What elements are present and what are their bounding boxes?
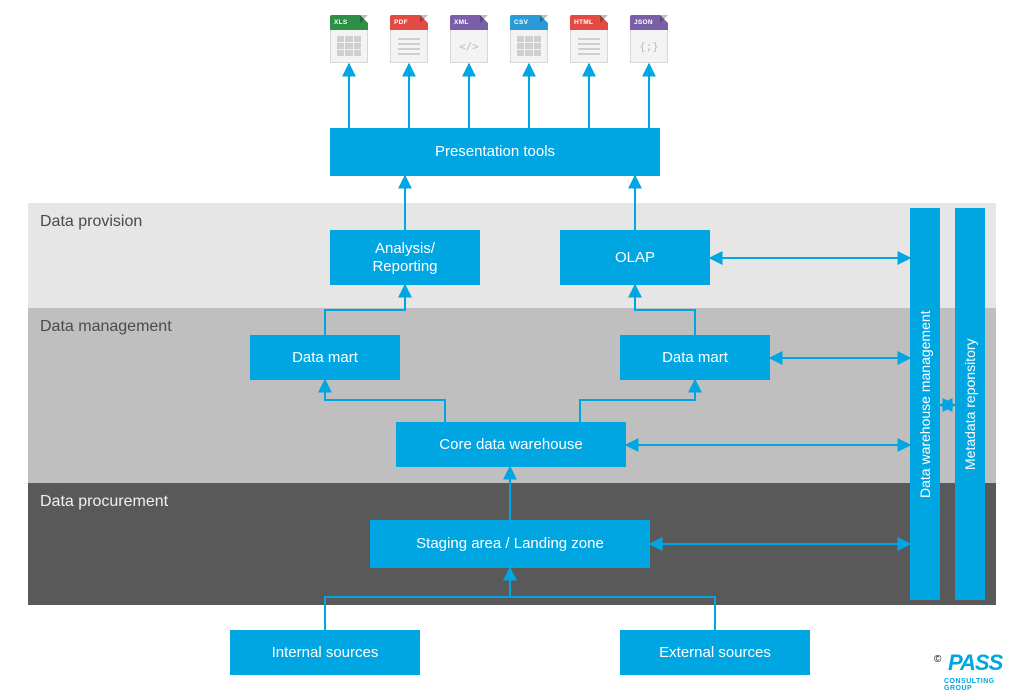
node-datamart_right: Data mart: [620, 335, 770, 380]
file-icon-csv: CSV: [510, 15, 548, 63]
file-icon-xls: XLS: [330, 15, 368, 63]
file-icon-row: XLS PDF XML</> CSV HTML JSON{;}: [330, 15, 668, 63]
file-icon-body: [330, 30, 368, 63]
band-label-provision: Data provision: [40, 213, 142, 231]
file-icon-json: JSON{;}: [630, 15, 668, 63]
file-icon-body: [390, 30, 428, 63]
node-staging: Staging area / Landing zone: [370, 520, 650, 568]
file-icon-body: {;}: [630, 30, 668, 63]
vbar-metadata: Metadata reponsitory: [955, 208, 985, 600]
file-icon-body: [570, 30, 608, 63]
band-label-management: Data management: [40, 318, 172, 336]
node-analysis: Analysis/ Reporting: [330, 230, 480, 285]
file-icon-body: [510, 30, 548, 63]
node-presentation: Presentation tools: [330, 128, 660, 176]
logo-subtitle: CONSULTING GROUP: [944, 678, 1024, 692]
band-label-procurement: Data procurement: [40, 493, 168, 511]
logo-copyright: ©: [934, 654, 940, 665]
node-internal: Internal sources: [230, 630, 420, 675]
logo-text: PASS: [948, 650, 1002, 676]
file-icon-html: HTML: [570, 15, 608, 63]
file-icon-pdf: PDF: [390, 15, 428, 63]
file-icon-xml: XML</>: [450, 15, 488, 63]
node-core: Core data warehouse: [396, 422, 626, 467]
node-external: External sources: [620, 630, 810, 675]
file-icon-body: </>: [450, 30, 488, 63]
band-provision: Data provision: [28, 203, 996, 308]
diagram-canvas: Data provision Data management Data procur…: [0, 0, 1024, 700]
node-datamart_left: Data mart: [250, 335, 400, 380]
node-olap: OLAP: [560, 230, 710, 285]
vbar-dwh_mgmt: Data warehouse management: [910, 208, 940, 600]
